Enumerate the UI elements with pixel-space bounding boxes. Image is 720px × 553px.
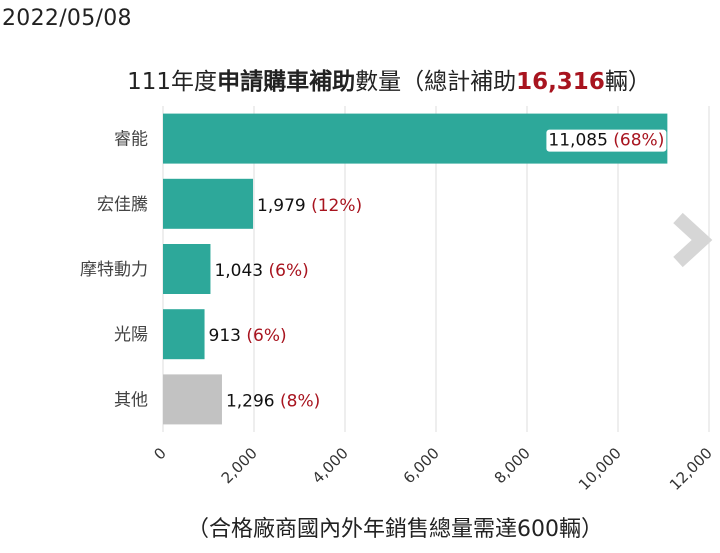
title-total: 16,316 (516, 69, 605, 95)
value-label: 913 (6%) (209, 326, 287, 346)
chart-title: 111年度申請購車補助數量（總計補助16,316輛） (0, 62, 720, 96)
bars (163, 113, 668, 425)
value-label: 1,043 (6%) (214, 261, 308, 281)
value-percent: (8%) (280, 391, 320, 411)
category-label: 摩特動力 (80, 260, 148, 280)
bar (163, 178, 254, 229)
x-tick-label: 0 (150, 444, 169, 463)
value-number: 913 (209, 326, 247, 346)
chart-footnote: （合格廠商國內外年銷售總量需達600輛） (187, 517, 603, 542)
bar (163, 244, 211, 294)
title-bold: 申請購車補助 (217, 69, 356, 95)
value-percent: (12%) (311, 196, 362, 216)
category-label: 睿能 (114, 130, 148, 150)
value-label: 1,979 (12%) (257, 196, 362, 216)
title-mid: 數量（總計補助 (355, 69, 517, 95)
value-label-bg (546, 129, 667, 152)
value-number: 1,296 (226, 391, 280, 411)
value-percent: (6%) (269, 261, 309, 281)
value-labels: 11,085 (68%)1,979 (12%)1,043 (6%)913 (6%… (209, 129, 667, 411)
category-label: 其他 (114, 390, 148, 410)
x-tick-label: 10,000 (575, 444, 625, 494)
x-tick-label: 4,000 (309, 444, 352, 487)
value-number: 1,979 (257, 196, 311, 216)
value-number: 11,085 (548, 131, 613, 151)
value-label: 1,296 (8%) (226, 391, 320, 411)
bar (163, 309, 205, 360)
chevron-right-icon[interactable] (668, 208, 718, 272)
category-label: 宏佳騰 (97, 195, 148, 215)
x-tick-labels: 0 2,000 4,000 6,000 8,000 10,000 12,000 (150, 444, 715, 494)
value-percent: (6%) (246, 326, 286, 346)
title-prefix: 111年度 (127, 69, 218, 95)
bar (163, 374, 222, 425)
x-tick-label: 8,000 (491, 444, 534, 487)
chart-date: 2022/05/08 (2, 6, 132, 31)
value-label: 11,085 (68%) (548, 131, 664, 151)
x-tick-label: 12,000 (666, 444, 716, 494)
x-tick-label: 6,000 (400, 444, 443, 487)
x-tick-label: 2,000 (218, 444, 261, 487)
category-label: 光陽 (114, 325, 148, 345)
title-suffix: 輛） (604, 69, 651, 95)
value-number: 1,043 (214, 261, 268, 281)
value-percent: (68%) (613, 131, 664, 151)
